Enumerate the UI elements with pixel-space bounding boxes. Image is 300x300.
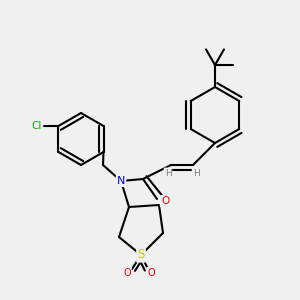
Text: S: S — [137, 248, 145, 262]
Text: Cl: Cl — [31, 121, 42, 131]
Text: O: O — [123, 268, 131, 278]
Text: H: H — [193, 169, 200, 178]
Text: O: O — [147, 268, 155, 278]
Text: O: O — [161, 196, 169, 206]
Text: H: H — [165, 169, 171, 178]
Text: N: N — [117, 176, 125, 186]
